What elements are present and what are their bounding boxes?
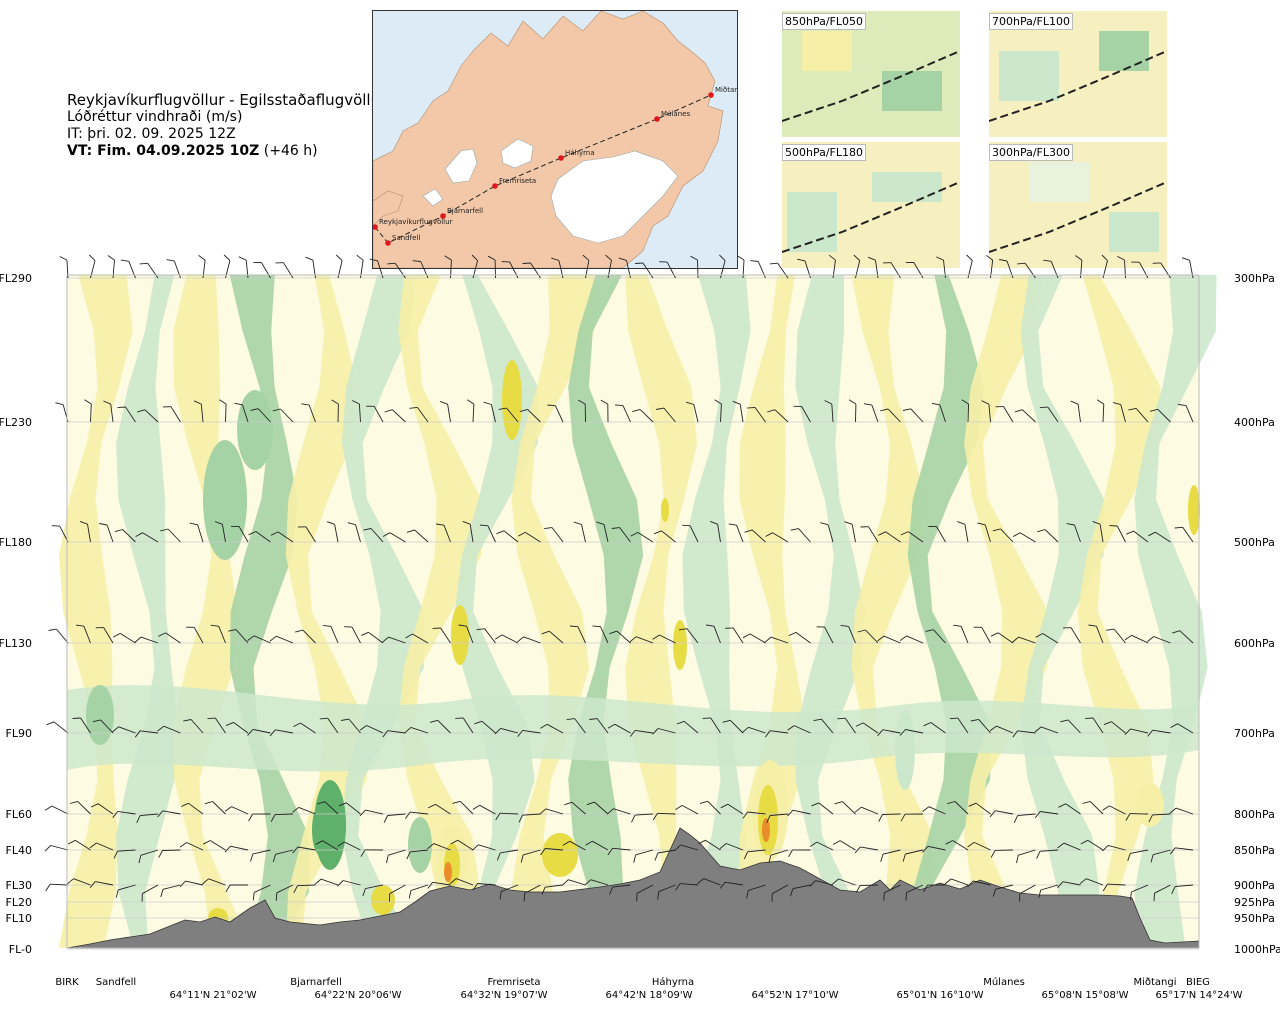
velocity-cell xyxy=(895,710,915,790)
route-map: Reykjavíkurflugvöllur Sandfell Bjarnarfell… xyxy=(372,10,738,269)
right-axis-label: 900hPa xyxy=(1234,879,1275,892)
cross-section-chart: FL290 FL230 FL180 FL130 FL90 FL60 FL40 FL30 FL20… xyxy=(0,250,1280,1005)
wind-barb xyxy=(46,884,68,891)
right-axis-label: 500hPa xyxy=(1234,536,1275,549)
thumbnail-500-label: 500hPa/FL180 xyxy=(782,144,866,161)
velocity-cell xyxy=(762,818,770,842)
thumbnail-850-patch-b xyxy=(882,71,942,111)
velocity-cell xyxy=(371,885,395,915)
right-axis-label: 950hPa xyxy=(1234,912,1275,925)
waypoint-label: Fremriseta xyxy=(487,977,540,988)
variable-label: Lóðréttur vindhraði (m/s) xyxy=(67,109,387,126)
velocity-cell xyxy=(542,833,578,877)
waypoint-label: Sandfell xyxy=(96,977,136,988)
map-marker-label: Háhyrna xyxy=(565,149,595,157)
left-axis-label: FL130 xyxy=(0,637,32,650)
left-axis-label: FL-0 xyxy=(9,943,32,956)
left-axis-flight-levels: FL290 FL230 FL180 FL130 FL90 FL60 FL40 FL30 FL20… xyxy=(0,272,32,956)
velocity-cell xyxy=(661,498,669,522)
velocity-cell xyxy=(312,805,328,855)
right-axis-label: 300hPa xyxy=(1234,272,1275,285)
right-axis-pressure: 300hPa 400hPa 500hPa 600hPa 700hPa 800hPa 850h… xyxy=(1234,272,1280,956)
waypoint-label: Háhyrna xyxy=(652,976,694,988)
velocity-cell xyxy=(237,390,273,470)
route-title: Reykjavíkurflugvöllur - Egilsstaðaflugvö… xyxy=(67,92,387,109)
thumbnail-300-patch-b xyxy=(1109,212,1159,252)
map-marker xyxy=(654,116,660,122)
velocity-cell xyxy=(673,620,687,670)
left-axis-label: FL10 xyxy=(6,912,32,925)
coordinate-label: 65°17'N 14°24'W xyxy=(1156,990,1243,1001)
right-axis-label: 600hPa xyxy=(1234,637,1275,650)
velocity-cell xyxy=(408,817,432,873)
thumbnail-700-label: 700hPa/FL100 xyxy=(989,13,1073,30)
waypoint-label: BIRK xyxy=(55,977,79,988)
route-map-svg: Reykjavíkurflugvöllur Sandfell Bjarnarfell… xyxy=(373,11,737,268)
cross-section-svg: FL290 FL230 FL180 FL130 FL90 FL60 FL40 FL30 FL20… xyxy=(0,250,1280,1005)
right-axis-label: 850hPa xyxy=(1234,844,1275,857)
waypoint-label: BIEG xyxy=(1186,977,1210,988)
title-block: Reykjavíkurflugvöllur - Egilsstaðaflugvö… xyxy=(67,92,387,160)
map-marker-label: Múlanes xyxy=(661,110,690,118)
left-axis-label: FL30 xyxy=(6,879,32,892)
map-marker-label: Miðtangi xyxy=(715,86,737,94)
wind-barb xyxy=(47,722,69,733)
map-marker xyxy=(385,240,391,246)
valid-time-bold: VT: Fim. 04.09.2025 10Z xyxy=(67,143,259,159)
wind-barb xyxy=(55,403,68,422)
velocity-cell xyxy=(86,685,114,745)
thumbnail-700-patch-b xyxy=(1099,31,1149,71)
waypoint-label: Miðtangi xyxy=(1133,977,1176,988)
left-axis-label: FL60 xyxy=(6,808,32,821)
waypoint-label: Múlanes xyxy=(983,976,1025,988)
thumbnail-850-label: 850hPa/FL050 xyxy=(782,13,866,30)
valid-time-offset: (+46 h) xyxy=(264,143,318,159)
coordinate-label: 64°52'N 17°10'W xyxy=(752,990,839,1001)
velocity-cell xyxy=(1188,485,1200,535)
thumbnail-700-patch-a xyxy=(999,51,1059,101)
thumbnail-850: 850hPa/FL050 xyxy=(782,11,960,137)
wind-barb xyxy=(45,806,68,814)
map-marker-label: Sandfell xyxy=(392,234,420,242)
coordinate-label: 65°08'N 15°08'W xyxy=(1042,990,1129,1001)
coordinate-label: 64°42'N 18°09'W xyxy=(606,990,693,1001)
right-axis-label: 1000hPa xyxy=(1234,943,1280,956)
thumbnail-850-patch-a xyxy=(802,31,852,71)
map-marker-label: Reykjavíkurflugvöllur xyxy=(379,218,453,226)
map-marker xyxy=(492,183,498,189)
map-marker xyxy=(708,92,714,98)
issue-time: IT: þri. 02. 09. 2025 12Z xyxy=(67,126,387,143)
thumbnail-500-patch-b xyxy=(872,172,942,202)
map-marker-label: Fremriseta xyxy=(499,177,536,185)
left-axis-label: FL290 xyxy=(0,272,32,285)
waypoint-label: Bjarnarfell xyxy=(290,977,342,988)
map-marker xyxy=(440,213,446,219)
coordinate-label: 65°01'N 16°10'W xyxy=(897,990,984,1001)
right-axis-label: 925hPa xyxy=(1234,896,1275,909)
coordinate-label: 64°22'N 20°06'W xyxy=(315,990,402,1001)
left-axis-label: FL20 xyxy=(6,896,32,909)
right-axis-label: 700hPa xyxy=(1234,727,1275,740)
wind-barb xyxy=(45,846,68,852)
bottom-axis-waypoints: BIRK Sandfell Bjarnarfell Fremriseta Háhyrna… xyxy=(55,976,1242,1001)
left-axis-label: FL40 xyxy=(6,844,32,857)
valid-time: VT: Fim. 04.09.2025 10Z (+46 h) xyxy=(67,143,387,160)
wind-barb xyxy=(49,629,68,643)
thumbnail-700: 700hPa/FL100 xyxy=(989,11,1167,137)
coordinate-label: 64°11'N 21°02'W xyxy=(170,990,257,1001)
coordinate-label: 64°32'N 19°07'W xyxy=(461,990,548,1001)
right-axis-label: 400hPa xyxy=(1234,416,1275,429)
thumbnail-300-label: 300hPa/FL300 xyxy=(989,144,1073,161)
left-axis-label: FL180 xyxy=(0,536,32,549)
map-marker-label: Bjarnarfell xyxy=(447,207,483,215)
velocity-cell xyxy=(444,862,452,882)
right-axis-label: 800hPa xyxy=(1234,808,1275,821)
velocity-cell xyxy=(451,605,469,665)
left-axis-label: FL230 xyxy=(0,416,32,429)
map-marker xyxy=(558,155,564,161)
left-axis-label: FL90 xyxy=(6,727,32,740)
thumbnail-300-patch-a xyxy=(1029,162,1089,202)
velocity-cell xyxy=(502,360,522,440)
